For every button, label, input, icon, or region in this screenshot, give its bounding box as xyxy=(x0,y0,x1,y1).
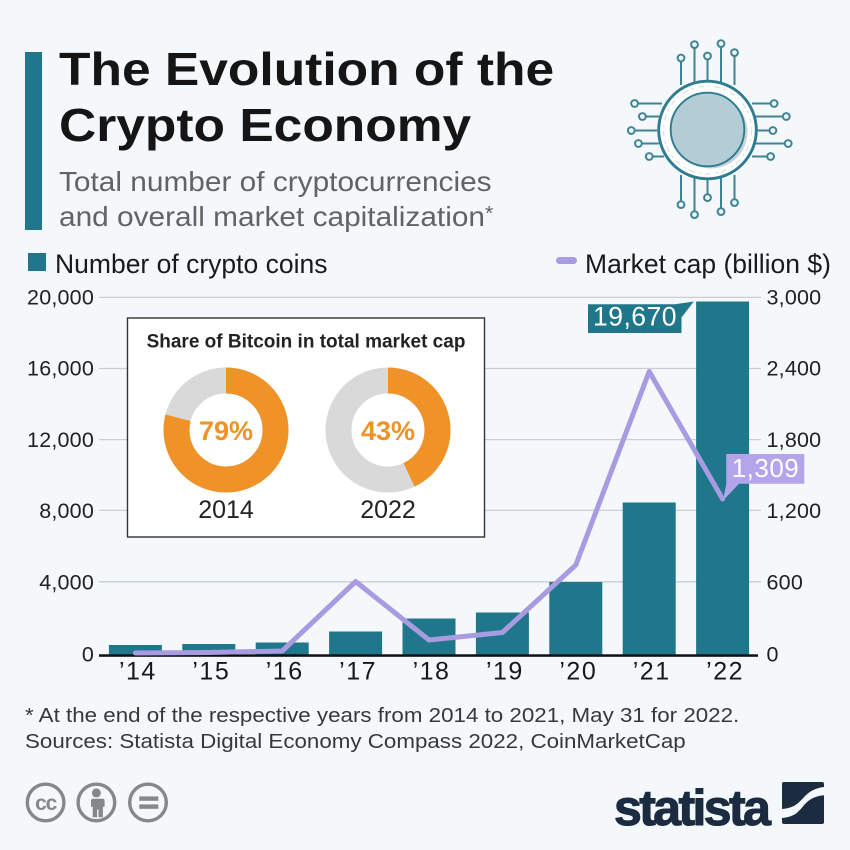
svg-text:Share of Bitcoin in total mark: Share of Bitcoin in total market cap xyxy=(147,332,466,353)
svg-text:’16: ’16 xyxy=(266,658,304,686)
svg-text:’21: ’21 xyxy=(633,658,671,686)
svg-text:4,000: 4,000 xyxy=(39,570,94,594)
svg-text:600: 600 xyxy=(767,570,803,594)
svg-text:’20: ’20 xyxy=(559,658,597,686)
svg-text:2,400: 2,400 xyxy=(767,357,822,381)
svg-text:’17: ’17 xyxy=(339,658,377,686)
svg-text:8,000: 8,000 xyxy=(39,499,94,523)
svg-text:20,000: 20,000 xyxy=(27,286,94,310)
svg-text:1,800: 1,800 xyxy=(767,428,822,452)
svg-text:79%: 79% xyxy=(199,416,253,446)
svg-text:12,000: 12,000 xyxy=(27,428,94,452)
svg-text:2022: 2022 xyxy=(360,496,416,524)
svg-text:’18: ’18 xyxy=(413,658,451,686)
svg-text:0: 0 xyxy=(82,643,94,667)
svg-text:2014: 2014 xyxy=(198,496,254,524)
svg-text:1,309: 1,309 xyxy=(732,453,800,483)
svg-text:0: 0 xyxy=(767,643,779,667)
svg-text:19,670: 19,670 xyxy=(593,302,677,332)
svg-text:’14: ’14 xyxy=(119,658,157,686)
svg-text:43%: 43% xyxy=(361,416,415,446)
svg-text:cc: cc xyxy=(35,792,57,815)
svg-text:’22: ’22 xyxy=(706,658,744,686)
svg-text:’15: ’15 xyxy=(192,658,230,686)
svg-text:1,200: 1,200 xyxy=(767,499,822,523)
svg-text:’19: ’19 xyxy=(486,658,524,686)
svg-text:16,000: 16,000 xyxy=(27,357,94,381)
svg-text:3,000: 3,000 xyxy=(767,286,822,310)
